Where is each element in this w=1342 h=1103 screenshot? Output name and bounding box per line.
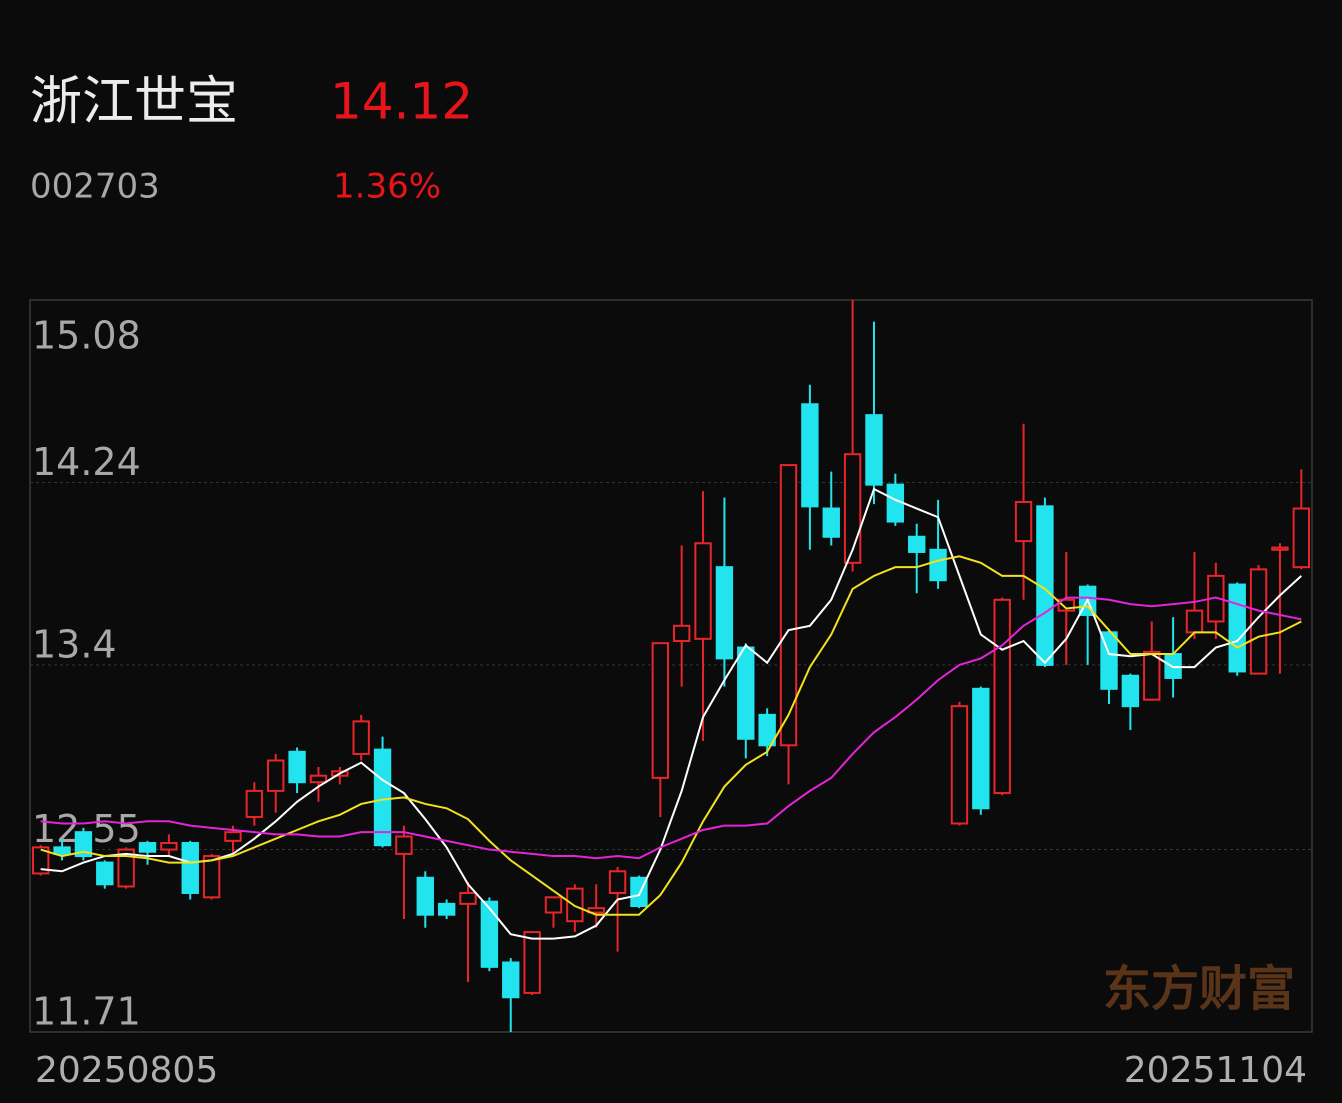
candle-body bbox=[202, 855, 221, 899]
candle-body bbox=[181, 842, 199, 894]
candle-body bbox=[651, 642, 670, 779]
candle-body bbox=[245, 789, 264, 818]
candle-body bbox=[801, 403, 819, 508]
candle-body bbox=[758, 713, 776, 747]
candle-body bbox=[1228, 583, 1246, 673]
candle-body bbox=[437, 902, 456, 916]
candle-body bbox=[288, 750, 306, 784]
candle-body bbox=[843, 453, 862, 564]
candle-body bbox=[31, 846, 50, 875]
x-start-label: 20250805 bbox=[35, 1050, 218, 1091]
candle-body bbox=[822, 507, 840, 538]
candle-body bbox=[138, 842, 157, 853]
candle-body bbox=[737, 646, 755, 740]
candle-body bbox=[993, 598, 1011, 795]
candle-body bbox=[1292, 507, 1311, 569]
candle-body bbox=[224, 831, 242, 842]
candle-body bbox=[1036, 505, 1054, 666]
candle-body bbox=[309, 774, 328, 784]
candle-body bbox=[74, 831, 93, 858]
candle-body bbox=[459, 891, 477, 905]
candle-body bbox=[1185, 609, 1204, 634]
candle-body bbox=[96, 861, 114, 886]
moving-average-line bbox=[40, 555, 1302, 916]
candle-body bbox=[1014, 501, 1033, 543]
candle-body bbox=[395, 835, 413, 855]
candle-body bbox=[480, 900, 499, 968]
x-end-label: 20251104 bbox=[1124, 1050, 1307, 1091]
candle-body bbox=[608, 870, 627, 894]
candle-body bbox=[1249, 568, 1268, 675]
candle-body bbox=[587, 907, 605, 914]
candle-body bbox=[1143, 650, 1161, 701]
stock-code: 002703 bbox=[30, 167, 160, 207]
stock-name: 浙江世宝 bbox=[30, 72, 238, 132]
candle-body bbox=[117, 848, 135, 888]
change-percent: 1.36% bbox=[333, 167, 441, 207]
candle-body bbox=[53, 846, 71, 855]
candle-body bbox=[1271, 546, 1289, 551]
candle-body bbox=[972, 687, 990, 810]
candle-body bbox=[416, 876, 434, 916]
candle-body bbox=[715, 566, 734, 660]
candle-body bbox=[1057, 598, 1075, 612]
y-tick-label: 11.71 bbox=[32, 990, 141, 1034]
moving-average-line bbox=[40, 596, 1302, 860]
stock-price: 14.12 bbox=[330, 73, 473, 131]
candle-body bbox=[908, 535, 926, 553]
candle-body bbox=[694, 542, 712, 640]
y-tick-label: 13.4 bbox=[32, 622, 117, 666]
candle-body bbox=[544, 896, 563, 914]
candle-body bbox=[929, 548, 947, 582]
candle-body bbox=[160, 842, 178, 851]
watermark: 东方财富 bbox=[1103, 961, 1295, 1017]
y-tick-label: 15.08 bbox=[32, 314, 141, 358]
candle-body bbox=[267, 759, 285, 792]
candle-body bbox=[672, 624, 691, 643]
moving-average-line bbox=[40, 487, 1302, 940]
candle-body bbox=[950, 705, 969, 825]
candle-body bbox=[865, 414, 883, 486]
candle-body bbox=[373, 748, 392, 847]
candle-body bbox=[779, 464, 798, 747]
candle-body bbox=[523, 931, 541, 994]
y-tick-label: 14.24 bbox=[32, 440, 141, 484]
plot-frame bbox=[29, 299, 1313, 1033]
candle-body bbox=[1121, 674, 1140, 708]
candle-body bbox=[352, 720, 370, 755]
candle-body bbox=[502, 961, 520, 999]
